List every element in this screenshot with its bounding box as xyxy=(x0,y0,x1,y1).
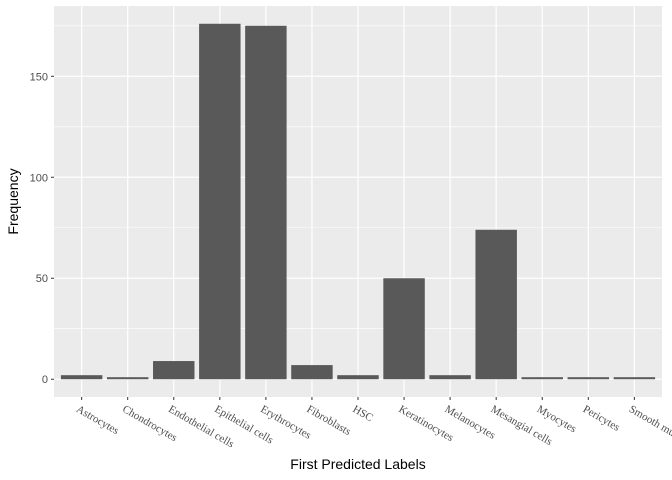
bar xyxy=(521,377,563,380)
x-tick-label: Smooth muscle xyxy=(627,403,672,448)
grid-major xyxy=(54,6,662,397)
bar xyxy=(613,377,656,380)
bar xyxy=(199,23,241,380)
bar xyxy=(429,375,471,380)
bar xyxy=(475,229,517,380)
y-tick-label: 0 xyxy=(42,374,48,386)
bar xyxy=(337,375,379,380)
x-tick-label: Pericytes xyxy=(581,403,622,434)
x-tick-label: Astrocytes xyxy=(74,403,121,437)
bar xyxy=(245,25,287,380)
y-tick-label: 50 xyxy=(36,273,48,285)
bar xyxy=(106,377,149,380)
bar xyxy=(383,278,425,380)
y-axis: 0 50 100 150 xyxy=(30,71,54,386)
bar xyxy=(567,377,610,380)
x-tick-label: HSC xyxy=(351,403,376,424)
bar xyxy=(153,361,195,380)
x-axis-title: First Predicted Labels xyxy=(290,456,425,472)
bar xyxy=(291,365,333,380)
bar xyxy=(60,375,103,380)
y-tick-label: 100 xyxy=(30,172,48,184)
bars xyxy=(60,23,656,380)
y-axis-title: Frequency xyxy=(5,168,21,234)
y-tick-label: 150 xyxy=(30,71,48,83)
